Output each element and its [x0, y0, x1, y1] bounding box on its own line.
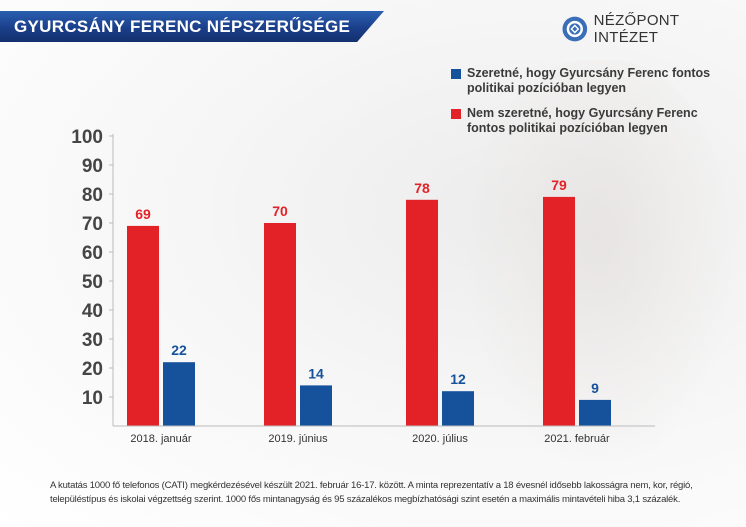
title-banner: GYURCSÁNY FERENC NÉPSZERŰSÉGE: [0, 11, 384, 42]
bar-support: [442, 391, 474, 426]
legend-label: Nem szeretné, hogy Gyurcsány Ferenc font…: [467, 106, 698, 135]
bar-value-label: 12: [450, 371, 466, 387]
background-portrait: [470, 60, 730, 460]
chart-legend: Szeretné, hogy Gyurcsány Ferenc fontos p…: [451, 66, 727, 146]
bar-value-label: 70: [272, 203, 288, 219]
methodology-footnote: A kutatás 1000 fő telefonos (CATI) megké…: [50, 480, 693, 505]
brand-name: NÉZŐPONT INTÉZET: [593, 12, 680, 46]
y-tick-label: 20: [82, 359, 103, 380]
bar-support: [579, 399, 611, 426]
y-axis: 10 20 30 40 50 60 70 80 90 100: [71, 127, 114, 426]
bars: 69 22 70 14 78 12 79 9: [127, 177, 611, 426]
legend-label: Szeretné, hogy Gyurcsány Ferenc fontos p…: [467, 66, 711, 95]
bar-oppose: [543, 196, 575, 426]
x-tick-label: 2020. július: [412, 433, 468, 445]
bar-value-label: 9: [591, 380, 599, 396]
y-tick-label: 60: [82, 243, 103, 264]
bar-value-label: 14: [308, 365, 324, 381]
y-tick-label: 50: [82, 272, 103, 293]
legend-item-oppose: Nem szeretné, hogy Gyurcsány Ferenc font…: [451, 106, 727, 136]
bar-value-label: 79: [551, 177, 567, 193]
x-axis: 2018. január 2019. június 2020. július 2021…: [113, 425, 655, 445]
legend-item-support: Szeretné, hogy Gyurcsány Ferenc fontos p…: [451, 66, 727, 96]
page-title: GYURCSÁNY FERENC NÉPSZERŰSÉGE: [14, 17, 351, 36]
y-tick-label: 40: [82, 301, 103, 322]
x-tick-label: 2021. február: [544, 433, 610, 445]
y-tick-label: 100: [71, 127, 103, 148]
bar-support: [300, 385, 332, 426]
bar-oppose: [406, 199, 438, 426]
y-tick-label: 70: [82, 214, 103, 235]
bar-value-label: 22: [171, 342, 187, 358]
x-tick-label: 2019. június: [268, 433, 328, 445]
bar-oppose: [264, 223, 296, 426]
x-tick-label: 2018. január: [130, 433, 191, 445]
y-tick-label: 10: [82, 388, 103, 409]
legend-swatch-blue: [451, 69, 461, 79]
bar-support: [163, 362, 195, 426]
y-tick-label: 90: [82, 156, 103, 177]
y-tick-label: 30: [82, 330, 103, 351]
bar-value-label: 78: [414, 180, 430, 196]
brand-logo: NÉZŐPONT INTÉZET: [562, 12, 746, 46]
bar-value-label: 69: [135, 206, 151, 222]
y-tick-label: 80: [82, 185, 103, 206]
legend-swatch-red: [451, 109, 461, 119]
nezopont-logo-icon: [562, 16, 588, 42]
bar-oppose: [127, 225, 159, 426]
